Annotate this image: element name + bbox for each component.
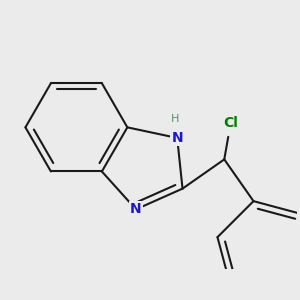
Text: H: H — [171, 114, 179, 124]
Text: Cl: Cl — [223, 116, 238, 130]
Text: N: N — [130, 202, 142, 216]
Text: N: N — [171, 131, 183, 145]
